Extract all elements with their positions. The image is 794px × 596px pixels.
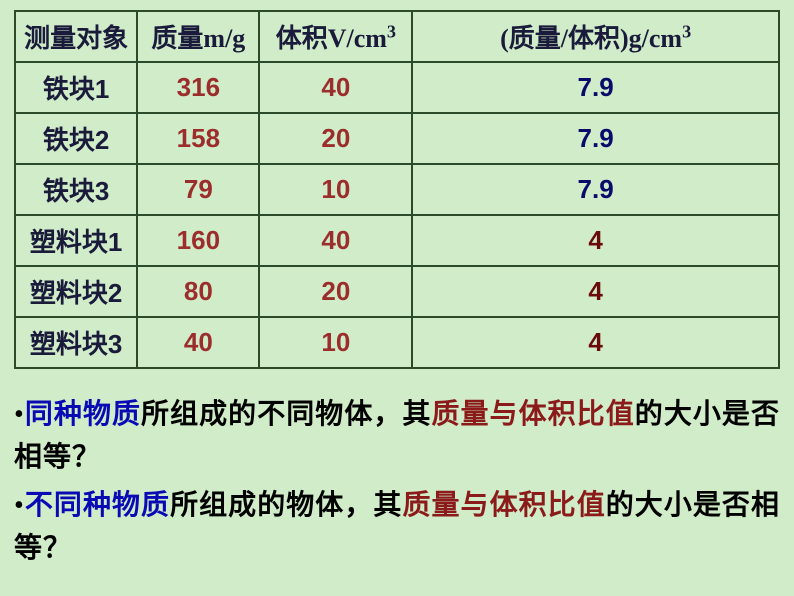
row-label: 铁块2: [15, 113, 137, 164]
q2-bullet: •: [14, 490, 25, 521]
q1-seg3: 质量与体积比值: [431, 399, 634, 430]
table-row: 铁块2158207.9: [15, 113, 779, 164]
row-mass: 80: [137, 266, 259, 317]
row-ratio: 7.9: [412, 113, 779, 164]
header-ratio-sup: 3: [682, 21, 691, 41]
row-ratio: 7.9: [412, 164, 779, 215]
header-object: 测量对象: [15, 11, 137, 62]
header-volume: 体积V/cm3: [259, 11, 412, 62]
table-header-row: 测量对象 质量m/g 体积V/cm3 (质量/体积)g/cm3: [15, 11, 779, 62]
row-volume: 20: [259, 266, 412, 317]
row-volume: 10: [259, 164, 412, 215]
header-volume-text: 体积V/cm: [276, 24, 387, 53]
table-body: 铁块1316407.9铁块2158207.9铁块379107.9塑料块11604…: [15, 62, 779, 368]
row-label: 塑料块3: [15, 317, 137, 368]
table-row: 塑料块340104: [15, 317, 779, 368]
row-mass: 158: [137, 113, 259, 164]
q2-seg3: 质量与体积比值: [402, 490, 605, 521]
q1-seg1: 同种物质: [25, 399, 141, 430]
row-mass: 316: [137, 62, 259, 113]
header-ratio-text: (质量/体积)g/cm: [500, 24, 682, 53]
row-ratio: 7.9: [412, 62, 779, 113]
table-row: 铁块379107.9: [15, 164, 779, 215]
row-volume: 20: [259, 113, 412, 164]
row-label: 铁块1: [15, 62, 137, 113]
header-volume-sup: 3: [387, 21, 396, 41]
q2-seg1: 不同种物质: [25, 490, 170, 521]
row-volume: 40: [259, 215, 412, 266]
table-row: 塑料块1160404: [15, 215, 779, 266]
row-label: 铁块3: [15, 164, 137, 215]
row-ratio: 4: [412, 266, 779, 317]
header-mass: 质量m/g: [137, 11, 259, 62]
header-ratio: (质量/体积)g/cm3: [412, 11, 779, 62]
q1-seg2: 所组成的不同物体，其: [141, 399, 431, 430]
row-mass: 40: [137, 317, 259, 368]
question-2: •不同种物质所组成的物体，其质量与体积比值的大小是否相等？: [14, 484, 780, 571]
question-1: •同种物质所组成的不同物体，其质量与体积比值的大小是否相等？: [14, 393, 780, 480]
table-row: 塑料块280204: [15, 266, 779, 317]
row-mass: 79: [137, 164, 259, 215]
questions-block: •同种物质所组成的不同物体，其质量与体积比值的大小是否相等？ •不同种物质所组成…: [14, 393, 780, 571]
row-label: 塑料块2: [15, 266, 137, 317]
density-table: 测量对象 质量m/g 体积V/cm3 (质量/体积)g/cm3 铁块131640…: [14, 10, 780, 369]
row-volume: 40: [259, 62, 412, 113]
row-label: 塑料块1: [15, 215, 137, 266]
row-ratio: 4: [412, 317, 779, 368]
q1-bullet: •: [14, 399, 25, 430]
row-volume: 10: [259, 317, 412, 368]
q2-seg2: 所组成的物体，其: [170, 490, 402, 521]
row-ratio: 4: [412, 215, 779, 266]
table-row: 铁块1316407.9: [15, 62, 779, 113]
row-mass: 160: [137, 215, 259, 266]
